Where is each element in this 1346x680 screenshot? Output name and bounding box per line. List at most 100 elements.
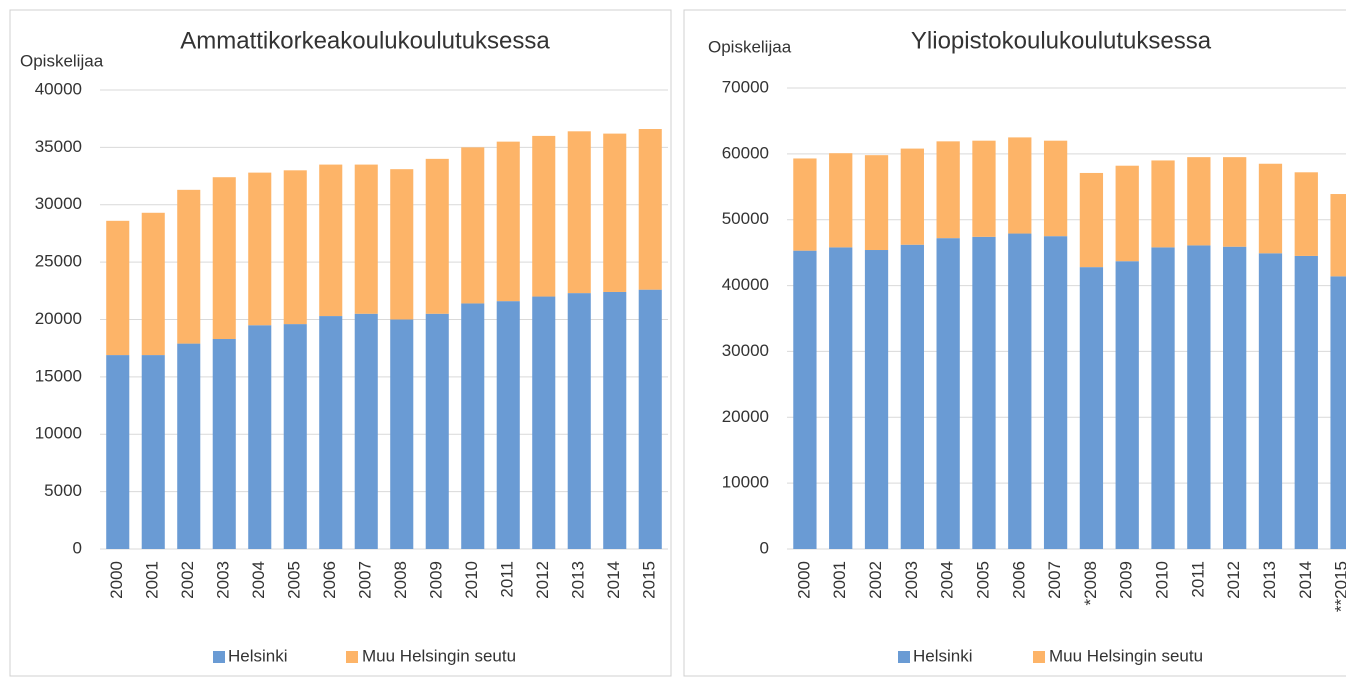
y-tick-label: 0: [760, 538, 769, 557]
x-tick-label: 2015: [640, 561, 659, 599]
bar-segment: [936, 238, 960, 549]
chart-title: Yliopistokoulukoulutuksessa: [911, 27, 1212, 54]
legend-label: Muu Helsingin seutu: [1049, 646, 1203, 665]
bar-segment: [1079, 172, 1104, 268]
x-tick-label: 2004: [249, 561, 268, 599]
bar-segment: [1330, 276, 1346, 549]
bar-segment: [1223, 246, 1247, 550]
x-tick-label: 2009: [1117, 561, 1136, 599]
x-tick-label: 2009: [427, 561, 446, 599]
x-tick-label: **2015: [1332, 561, 1346, 612]
legend-label: Helsinki: [228, 646, 288, 665]
bar-segment: [1008, 233, 1032, 549]
bar-segment: [425, 158, 449, 314]
bar-segment: [1008, 137, 1032, 234]
bar-segment: [1258, 253, 1283, 549]
bar-segment: [141, 355, 165, 549]
bar-segment: [567, 293, 591, 549]
bar-segment: [390, 169, 414, 320]
bar-segment: [1223, 157, 1247, 247]
bar-segment: [141, 212, 165, 356]
legend-label: Helsinki: [913, 646, 973, 665]
bar-segment: [177, 189, 201, 344]
x-tick-label: 2006: [320, 561, 339, 599]
bar-segment: [532, 135, 556, 297]
bar-segment: [1187, 245, 1211, 550]
bar-segment: [603, 133, 627, 292]
bar-segment: [390, 319, 414, 549]
bar-segment: [567, 131, 591, 294]
x-tick-label: *2008: [1081, 561, 1100, 605]
bar-segment: [1151, 160, 1175, 248]
legend-swatch: [898, 651, 910, 663]
x-tick-label: 2013: [569, 561, 588, 599]
y-tick-label: 40000: [35, 79, 82, 98]
x-tick-label: 2002: [866, 561, 885, 599]
bar-segment: [900, 244, 924, 550]
bar-segment: [212, 177, 236, 340]
bar-segment: [972, 140, 996, 237]
bar-segment: [319, 316, 343, 549]
bar-segment: [1151, 247, 1175, 550]
bar-segment: [177, 343, 201, 549]
bar-segment: [603, 291, 627, 549]
bar-segment: [793, 158, 817, 251]
bar-segment: [461, 303, 485, 549]
y-tick-label: 20000: [35, 309, 82, 328]
bar-segment: [864, 250, 889, 549]
x-tick-label: 2000: [107, 561, 126, 599]
bar-segment: [283, 324, 307, 549]
bar-segment: [461, 147, 485, 304]
legend-swatch: [346, 651, 358, 663]
bar-segment: [638, 129, 662, 290]
x-tick-label: 2010: [1153, 561, 1172, 599]
bar-segment: [212, 339, 236, 549]
bar-segment: [532, 296, 556, 549]
x-tick-label: 2013: [1260, 561, 1279, 599]
y-tick-label: 40000: [722, 275, 769, 294]
bar-segment: [496, 301, 520, 549]
x-tick-label: 2011: [498, 561, 517, 598]
bar-segment: [1258, 163, 1283, 254]
legend-label: Muu Helsingin seutu: [362, 646, 516, 665]
x-tick-label: 2012: [1224, 561, 1243, 599]
x-tick-label: 2002: [178, 561, 197, 599]
y-tick-label: 15000: [35, 366, 82, 385]
bar-segment: [1079, 267, 1104, 549]
bar-segment: [829, 247, 853, 550]
bar-segment: [354, 313, 378, 549]
bar-segment: [425, 313, 449, 549]
bar-segment: [248, 325, 272, 549]
x-tick-label: 2007: [1045, 561, 1064, 599]
bar-segment: [1115, 165, 1139, 262]
y-tick-label: 30000: [35, 194, 82, 213]
legend-swatch: [1033, 651, 1045, 663]
legend-swatch: [213, 651, 225, 663]
x-tick-label: 2012: [533, 561, 552, 599]
bar-segment: [319, 164, 343, 317]
y-tick-label: 60000: [722, 143, 769, 162]
bar-segment: [106, 220, 130, 356]
y-tick-label: 25000: [35, 252, 82, 271]
x-tick-label: 2006: [1009, 561, 1028, 599]
x-tick-label: 2011: [1188, 561, 1207, 598]
x-tick-label: 2007: [356, 561, 375, 599]
bar-segment: [1330, 194, 1346, 277]
bar-segment: [793, 250, 817, 549]
y-tick-label: 70000: [722, 77, 769, 96]
bar-segment: [1294, 255, 1318, 549]
bar-segment: [283, 170, 307, 325]
x-tick-label: 2003: [902, 561, 921, 599]
bar-segment: [354, 164, 378, 314]
bar-segment: [496, 141, 520, 302]
y-tick-label: 35000: [35, 137, 82, 156]
y-axis-label: Opiskelijaa: [20, 51, 104, 70]
bar-segment: [864, 155, 889, 251]
y-tick-label: 10000: [35, 424, 82, 443]
bar-segment: [638, 289, 662, 549]
bar-segment: [1187, 157, 1211, 246]
x-tick-label: 2008: [391, 561, 410, 599]
bar-segment: [829, 153, 853, 248]
